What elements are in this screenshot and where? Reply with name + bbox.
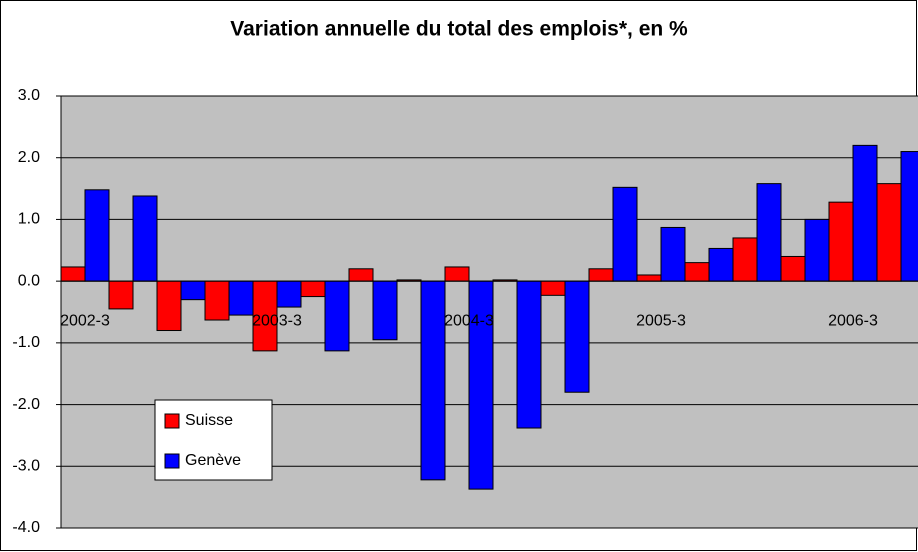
x-tick-label: 2004-3: [444, 312, 494, 329]
bar: [420, 280, 446, 481]
x-tick-label: 2003-3: [252, 312, 302, 329]
bar: [204, 280, 230, 321]
bar: [444, 266, 470, 282]
y-tick-label: -2.0: [12, 396, 40, 413]
bar: [108, 280, 134, 310]
x-tick-label: 2002-3: [60, 312, 110, 329]
bar: [756, 183, 782, 282]
bar: [156, 280, 182, 332]
bar: [780, 255, 806, 282]
bar: [804, 218, 830, 282]
bar: [588, 268, 614, 282]
bar: [84, 189, 110, 282]
y-tick-label: -1.0: [12, 334, 40, 351]
y-tick-label: 2.0: [18, 149, 40, 166]
y-tick-label: 1.0: [18, 211, 40, 228]
legend-swatch: [164, 453, 180, 469]
y-tick-label: -4.0: [12, 519, 40, 536]
y-tick-label: 3.0: [18, 87, 40, 104]
bar: [228, 280, 254, 316]
bar: [540, 280, 566, 296]
bar: [852, 144, 878, 282]
bar: [732, 237, 758, 282]
x-tick-label: 2006-3: [828, 312, 878, 329]
bar: [468, 280, 494, 490]
bar: [300, 280, 326, 298]
bar: [372, 280, 398, 341]
bar: [252, 280, 278, 352]
y-tick-label: -3.0: [12, 458, 40, 475]
bar: [612, 186, 638, 282]
bar: [348, 268, 374, 282]
bar: [132, 195, 158, 282]
bar: [564, 280, 590, 393]
bar: [276, 280, 302, 308]
bar: [180, 280, 206, 301]
bar: [708, 247, 734, 282]
bar: [60, 266, 86, 282]
x-tick-label: 2005-3: [636, 312, 686, 329]
bar: [828, 201, 854, 282]
bar: [900, 151, 918, 282]
legend-label: Genève: [185, 452, 241, 469]
legend-label: Suisse: [185, 412, 233, 429]
bar: [684, 262, 710, 282]
chart-title: Variation annuelle du total des emplois*…: [230, 18, 688, 41]
bar: [660, 226, 686, 282]
legend-swatch: [164, 413, 180, 429]
bar: [516, 280, 542, 429]
bar: [324, 280, 350, 352]
bar: [636, 274, 662, 282]
bar: [876, 183, 902, 282]
y-tick-label: 0.0: [18, 272, 40, 289]
